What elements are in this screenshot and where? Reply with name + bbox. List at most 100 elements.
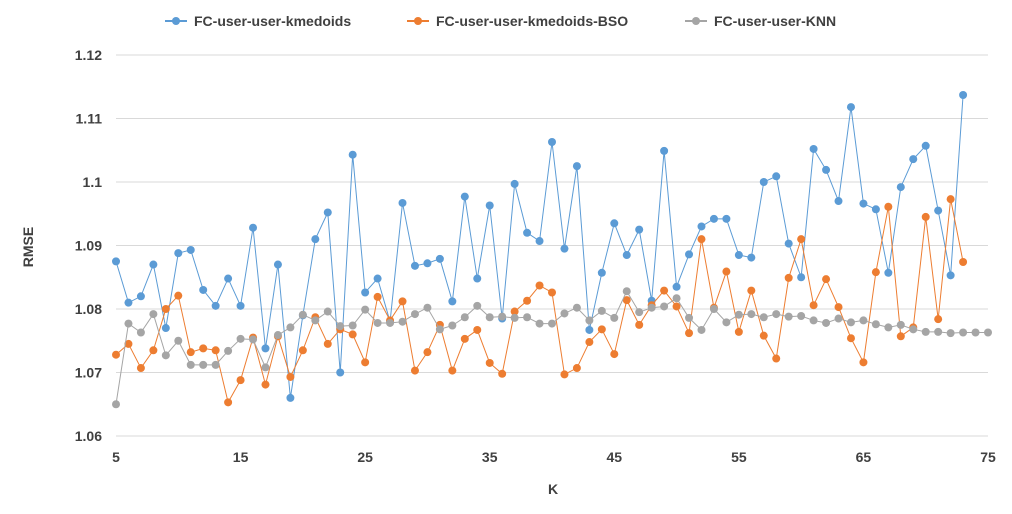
- series-3: [112, 287, 992, 409]
- x-tick-label: 5: [112, 449, 120, 465]
- data-point: [510, 307, 519, 316]
- data-point: [809, 144, 818, 153]
- data-point: [149, 260, 158, 269]
- data-point: [610, 350, 619, 359]
- legend-item: FC-user-user-kmedoids: [165, 13, 351, 29]
- data-point: [149, 310, 158, 319]
- data-point: [846, 103, 855, 112]
- data-point: [186, 245, 195, 254]
- data-point: [610, 219, 619, 228]
- data-point: [896, 332, 905, 341]
- data-point: [199, 360, 208, 369]
- data-point: [834, 197, 843, 206]
- data-point: [186, 360, 195, 369]
- data-point: [697, 325, 706, 334]
- data-point: [984, 328, 992, 337]
- data-point: [286, 393, 295, 402]
- data-point: [759, 331, 768, 340]
- data-point: [884, 323, 893, 332]
- data-point: [224, 274, 233, 283]
- data-point: [660, 146, 669, 155]
- data-point: [921, 212, 930, 221]
- legend-label: FC-user-user-kmedoids: [194, 13, 351, 29]
- data-point: [174, 291, 183, 300]
- data-point: [772, 172, 781, 181]
- data-point: [734, 251, 743, 260]
- data-point: [149, 346, 158, 355]
- data-point: [759, 313, 768, 322]
- data-point: [585, 325, 594, 334]
- data-point: [199, 344, 208, 353]
- data-point: [124, 319, 133, 328]
- data-point: [859, 358, 868, 367]
- data-point: [460, 313, 469, 322]
- data-point: [136, 328, 145, 337]
- y-tick-label: 1.06: [75, 428, 102, 444]
- data-point: [398, 297, 407, 306]
- data-point: [709, 214, 718, 223]
- data-point: [361, 358, 370, 367]
- data-point: [722, 267, 731, 276]
- data-point: [236, 301, 245, 310]
- legend-marker-swatch: [172, 17, 180, 25]
- data-point: [784, 273, 793, 282]
- x-tick-label: 75: [980, 449, 996, 465]
- data-point: [747, 286, 756, 295]
- series-1: [112, 91, 968, 402]
- data-point: [560, 370, 569, 379]
- data-point: [460, 192, 469, 201]
- data-point: [722, 318, 731, 327]
- data-point: [348, 150, 357, 159]
- data-point: [323, 208, 332, 217]
- data-point: [959, 258, 968, 267]
- series-2: [112, 195, 968, 407]
- data-point: [597, 325, 606, 334]
- data-point: [249, 335, 258, 344]
- data-point: [585, 316, 594, 325]
- data-point: [797, 311, 806, 320]
- data-point: [485, 201, 494, 210]
- data-point: [273, 260, 282, 269]
- x-tick-label: 45: [606, 449, 622, 465]
- data-point: [697, 235, 706, 244]
- legend-label: FC-user-user-kmedoids-BSO: [436, 13, 628, 29]
- data-point: [622, 296, 631, 305]
- data-point: [896, 320, 905, 329]
- x-tick-label: 15: [233, 449, 249, 465]
- legend: FC-user-user-kmedoids FC-user-user-kmedoi…: [165, 13, 836, 29]
- data-point: [697, 222, 706, 231]
- data-point: [747, 253, 756, 262]
- data-point: [161, 305, 170, 313]
- y-axis-title: RMSE: [20, 227, 36, 267]
- y-tick-label: 1.12: [75, 47, 102, 63]
- data-point: [473, 301, 482, 310]
- data-point: [311, 235, 320, 244]
- series-layer: [112, 91, 992, 409]
- y-tick-label: 1.09: [75, 238, 102, 254]
- data-point: [423, 303, 432, 312]
- data-point: [298, 310, 307, 319]
- legend-item: FC-user-user-KNN: [685, 13, 836, 29]
- data-point: [323, 307, 332, 316]
- data-point: [249, 223, 258, 232]
- data-point: [896, 183, 905, 192]
- data-point: [572, 162, 581, 171]
- data-point: [373, 318, 382, 327]
- data-point: [186, 348, 195, 357]
- data-point: [635, 308, 644, 317]
- legend-label: FC-user-user-KNN: [714, 13, 836, 29]
- data-point: [410, 366, 419, 375]
- data-point: [423, 259, 432, 268]
- data-point: [236, 334, 245, 343]
- data-point: [934, 327, 943, 336]
- data-point: [635, 225, 644, 234]
- data-point: [361, 288, 370, 297]
- data-point: [747, 310, 756, 319]
- data-point: [112, 257, 120, 266]
- data-point: [124, 298, 133, 307]
- data-point: [959, 91, 968, 100]
- data-point: [959, 328, 968, 337]
- data-point: [448, 297, 457, 306]
- data-point: [161, 351, 170, 360]
- data-point: [660, 286, 669, 295]
